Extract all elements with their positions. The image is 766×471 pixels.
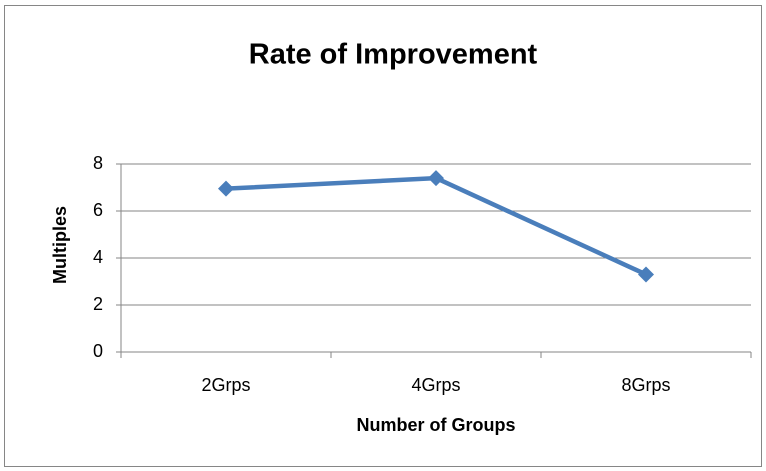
y-tick-label: 4 (93, 247, 103, 267)
chart-title: Rate of Improvement (249, 39, 538, 71)
x-tick-label: 4Grps (411, 375, 460, 395)
marker (428, 170, 444, 187)
y-tick-label: 8 (93, 153, 103, 173)
y-tick-label: 6 (93, 200, 103, 220)
marker (218, 180, 234, 197)
x-axis-title: Number of Groups (356, 415, 515, 435)
y-tick-label: 2 (93, 294, 103, 314)
y-tick-label: 0 (93, 341, 103, 361)
x-tick-label: 2Grps (201, 375, 250, 395)
y-axis-title: Multiples (50, 206, 70, 284)
chart-border (4, 5, 762, 467)
x-tick-label: 8Grps (621, 375, 670, 395)
marker (638, 266, 654, 283)
